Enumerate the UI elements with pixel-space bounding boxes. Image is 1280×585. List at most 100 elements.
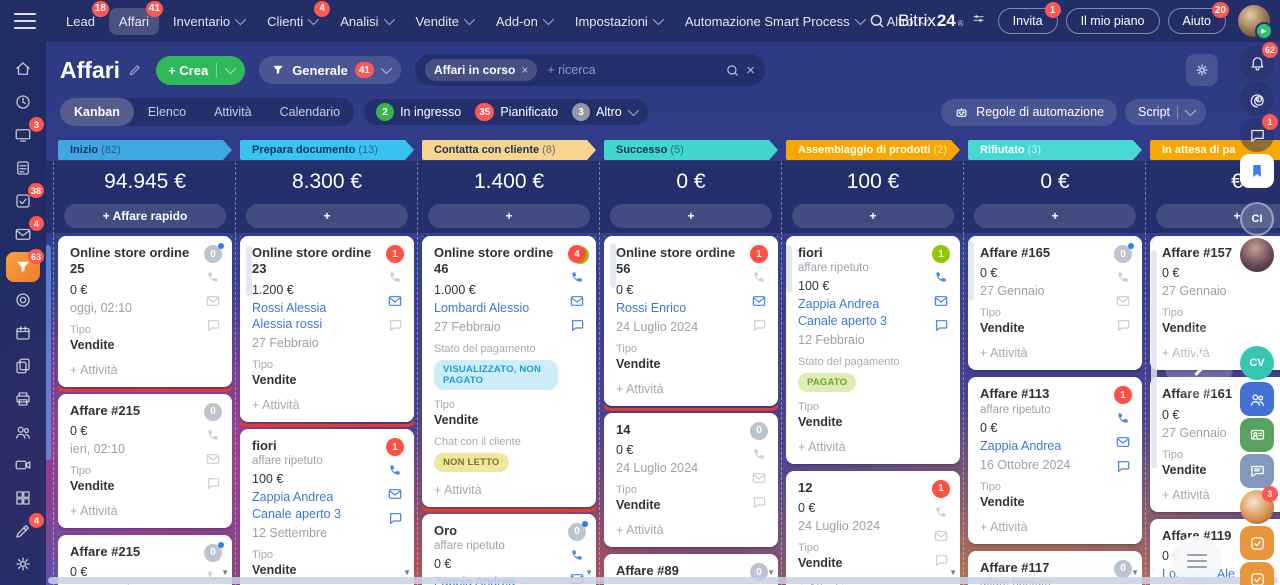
contact-link[interactable]: Alessia rossi [252, 316, 323, 331]
deal-title[interactable]: fiori [798, 245, 823, 260]
scroll-up-icon[interactable]: ▲ [1149, 236, 1157, 245]
deal-card[interactable]: Online store ordine 25 0 0 € oggi, 02:10 Tip… [58, 236, 232, 392]
deal-card[interactable]: fiori 1 affare ripetuto 100 € Zappia Andrea C… [786, 236, 960, 464]
nav-item-clienti[interactable]: Clienti 4 [257, 0, 331, 35]
sidebar-item-home[interactable] [6, 54, 40, 84]
card-counter-badge[interactable]: 0 [750, 421, 768, 440]
list-view-button[interactable] [1172, 536, 1222, 585]
phone-icon[interactable] [205, 269, 221, 285]
counter-altro[interactable]: 3 Altro [572, 103, 639, 121]
card-counter-badge[interactable]: 1 [750, 245, 768, 263]
contact-link[interactable]: Santo [1162, 582, 1280, 585]
scroll-down-icon[interactable]: ▼ [767, 568, 775, 577]
chat-icon[interactable] [205, 317, 221, 333]
card-counter-badge[interactable]: 0 [568, 520, 588, 541]
notifications-icon[interactable]: 62 [1240, 42, 1278, 80]
column-header[interactable]: Inizio (82) [58, 140, 232, 160]
deal-title[interactable]: Affare #215 [70, 402, 141, 418]
column-scrollbar[interactable] [786, 245, 792, 293]
mail-icon[interactable] [569, 293, 585, 309]
funnel-filter-button[interactable]: Generale 41 [259, 56, 401, 84]
nav-item-lead[interactable]: Lead 18 [56, 0, 109, 35]
deal-title[interactable]: fiori [252, 438, 277, 453]
add-activity-link[interactable]: + Attività [980, 519, 1028, 534]
contact-link[interactable]: Canale aperto 3 [798, 313, 887, 328]
column-scrollbar[interactable] [246, 246, 252, 296]
card-counter-badge[interactable]: 4 [568, 245, 586, 263]
group-icon[interactable] [1240, 382, 1274, 416]
search-input[interactable] [545, 62, 718, 78]
avatar-photo[interactable] [1240, 238, 1274, 272]
chat-icon[interactable] [387, 317, 403, 333]
messenger-icon[interactable]: 1 [1240, 114, 1278, 152]
phone-icon[interactable] [387, 462, 403, 478]
card-counter-badge[interactable]: 1 [1114, 386, 1132, 405]
chat-icon[interactable] [751, 494, 767, 510]
card-counter-badge[interactable]: 0 [1114, 559, 1132, 578]
nav-item-altro[interactable]: Altro [877, 8, 937, 35]
clear-search-icon[interactable]: × [746, 61, 755, 79]
nav-item-automazione-smart-process[interactable]: Automazione Smart Process [675, 8, 873, 35]
mail-icon[interactable] [933, 293, 949, 309]
tab-kanban[interactable]: Kanban [60, 98, 134, 126]
nav-item-analisi[interactable]: Analisi [330, 8, 401, 35]
chat-icon[interactable] [751, 317, 767, 333]
deal-card[interactable]: 14 0 0 € 24 Luglio 2024 Tipo Vendite + Attivit… [604, 412, 778, 547]
nav-item-affari[interactable]: Affari 41 [108, 0, 164, 35]
sidebar-item-desktop[interactable]: 3 [6, 117, 44, 150]
search-icon[interactable] [868, 12, 886, 30]
scroll-down-icon[interactable]: ▼ [585, 568, 593, 577]
quick-add-button[interactable]: + [428, 204, 590, 228]
tab-calendario[interactable]: Calendario [279, 105, 341, 119]
mail-icon[interactable] [387, 293, 403, 309]
add-activity-link[interactable]: + Attività [70, 362, 118, 377]
phone-icon[interactable] [933, 269, 949, 285]
sidebar-item-calendar[interactable] [6, 318, 40, 348]
mail-icon[interactable] [387, 486, 403, 502]
deal-title[interactable]: Online store ordine 46 [434, 245, 554, 277]
column-header[interactable]: Prepara documento (13) [240, 140, 414, 160]
search-filter-chip[interactable]: Affari in corso × [424, 59, 538, 81]
card-counter-badge[interactable]: 1 [386, 438, 404, 456]
aiuto-button[interactable]: Aiuto 20 [1167, 2, 1229, 34]
mail-icon[interactable] [751, 293, 767, 309]
chat-icon[interactable] [387, 510, 403, 526]
add-activity-link[interactable]: + Attività [798, 439, 846, 454]
mail-icon[interactable] [205, 293, 221, 309]
column-scrollbar[interactable] [610, 243, 616, 288]
column-header[interactable]: Assemblaggio di prodotti (2) [786, 140, 960, 160]
mail-icon[interactable] [751, 470, 767, 486]
chat-icon[interactable] [569, 317, 585, 333]
deal-card[interactable]: Online store ordine 56 1 0 € Rossi Enrico 24… [604, 236, 778, 411]
add-activity-link[interactable]: + Attività [980, 346, 1028, 361]
deal-title[interactable]: Affare #161 [1162, 386, 1233, 402]
mail-icon[interactable] [1115, 434, 1131, 450]
nav-item-add-on[interactable]: Add-on [486, 8, 561, 35]
user-avatar[interactable]: ▶ [1238, 5, 1273, 40]
add-activity-link[interactable]: + Attività [1162, 487, 1210, 502]
avatar[interactable]: CB [1240, 310, 1274, 344]
quick-add-button[interactable]: + [610, 204, 772, 228]
deal-card[interactable]: fiori 1 affare ripetuto 100 € Zappia Andrea C… [240, 429, 414, 585]
edit-title-icon[interactable] [128, 63, 142, 77]
quick-add-button[interactable]: + [792, 204, 954, 228]
deal-title[interactable]: Online store ordine 56 [616, 245, 736, 277]
sidebar-item-mail[interactable]: 4 [6, 216, 44, 249]
contact-link[interactable]: Rossi Enrico [616, 300, 687, 315]
quick-add-button[interactable]: + Affare rapido [64, 204, 226, 228]
contact-link[interactable]: Canale aperto 3 [252, 506, 341, 521]
mail-icon[interactable] [933, 528, 949, 544]
deal-card[interactable]: Online store ordine 23 1 1.200 € Rossi Ales… [240, 236, 414, 427]
conference-icon[interactable] [1240, 418, 1274, 452]
sidebar-item-fax[interactable] [6, 384, 40, 414]
search-icon[interactable] [725, 63, 740, 78]
sidebar-item-settings[interactable] [6, 549, 40, 579]
deal-title[interactable]: Affare #89 [616, 563, 679, 578]
phone-icon[interactable] [1115, 269, 1131, 285]
sidebar-item-sign[interactable]: 4 [6, 513, 44, 546]
sidebar-item-tasks[interactable]: 38 [6, 183, 44, 216]
tasks-panel-1-icon[interactable] [1240, 526, 1274, 560]
add-activity-link[interactable]: + Attività [1162, 346, 1210, 361]
column-header[interactable]: Rifiutato (3) [968, 140, 1142, 160]
